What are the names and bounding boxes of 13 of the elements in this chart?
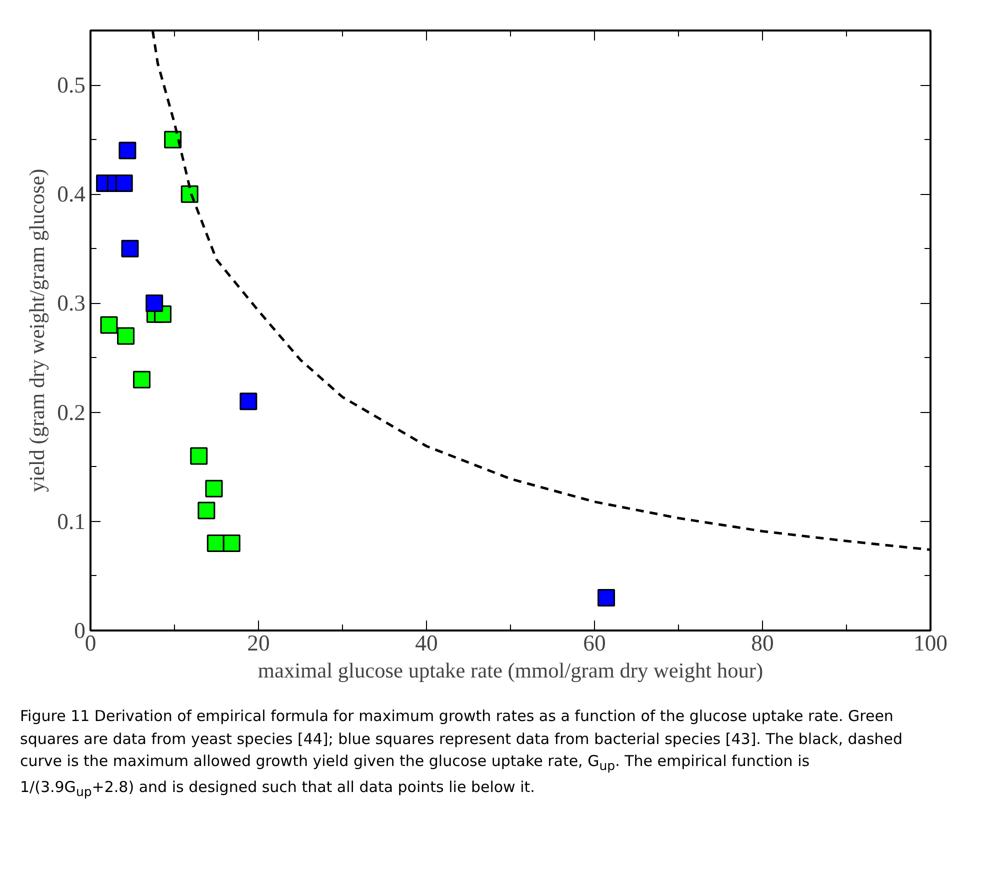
x-tick-label: 60 [583,630,606,656]
x-tick-label: 80 [751,630,774,656]
y-tick-label: 0.4 [57,182,86,207]
y-tick-label: 0.5 [57,72,86,98]
y-axis-title: yield (gram dry weight/gram glucose) [25,168,50,492]
x-tick-label: 100 [914,630,948,656]
y-tick-label: 0.3 [57,290,86,316]
x-tick-label: 40 [415,630,438,656]
y-tick-label: 0.1 [57,508,86,534]
x-tick-label: 20 [247,630,270,656]
y-tick-label: 0.2 [57,400,86,425]
x-axis-title: maximal glucose uptake rate (mmol/gram dry weight hour) [258,658,764,682]
text: Figure 11 Derivation of empirical formula for maximum growth rates as a function of the glucose uptake rate. Green squares are data from yeast species [44]; blue squares represent data from bacterial species [43]. The black, dashed curve is the maximum allowed growth yield given the glucose uptake rate, G$_{up}$. The empirical function is 1/(3.9G$_{up}$+2.8) and is designed such that all data points lie below it. [20,707,903,799]
